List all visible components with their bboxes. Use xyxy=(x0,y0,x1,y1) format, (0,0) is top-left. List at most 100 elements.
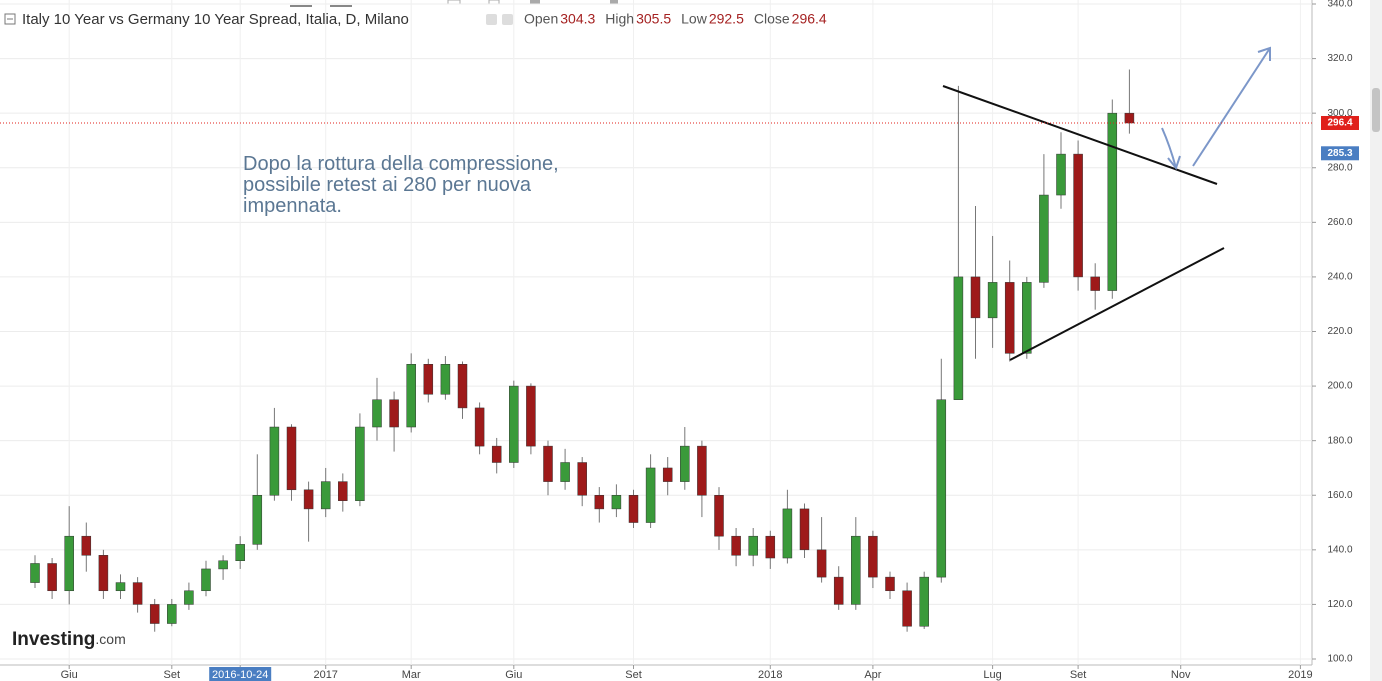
drawings xyxy=(942,46,1271,361)
y-tick-label: 300.0 xyxy=(1327,108,1352,119)
candle-body xyxy=(1022,282,1032,354)
candle-body xyxy=(355,426,365,501)
scrollbar[interactable] xyxy=(1370,0,1382,681)
candle-body xyxy=(423,364,434,395)
ohlc-value: 292.5 xyxy=(709,11,744,27)
y-tick-label: 160.0 xyxy=(1327,490,1352,501)
candle-body xyxy=(953,276,964,400)
logo: Investing.com xyxy=(12,629,126,650)
settings-icon[interactable] xyxy=(502,14,513,25)
candle-body xyxy=(1004,282,1015,354)
candle-body xyxy=(457,364,468,409)
legend-header: Italy 10 Year vs Germany 10 Year Spread,… xyxy=(4,11,827,28)
y-tick-label: 180.0 xyxy=(1327,435,1352,446)
x-tick-label: Giu xyxy=(505,669,522,681)
candle-body xyxy=(816,549,827,578)
candle-body xyxy=(372,399,382,428)
candle-body xyxy=(167,604,177,624)
candle-body xyxy=(235,544,245,561)
candle-body xyxy=(543,445,553,482)
y-tick-label: 140.0 xyxy=(1327,544,1352,555)
arrow xyxy=(1161,127,1177,169)
price-tag-label: 285.3 xyxy=(1327,148,1352,159)
candle-body xyxy=(491,445,502,463)
candle-body xyxy=(868,535,878,578)
candle-body xyxy=(594,495,605,510)
candle-body xyxy=(47,563,57,592)
candle-body xyxy=(970,276,981,319)
y-tick-label: 200.0 xyxy=(1327,381,1352,392)
candle-body xyxy=(440,364,451,395)
y-tick-label: 120.0 xyxy=(1327,599,1352,610)
candle-body xyxy=(320,481,331,510)
candle-body xyxy=(680,445,690,482)
y-tick-label: 100.0 xyxy=(1327,654,1352,665)
candle-body xyxy=(936,399,947,578)
y-tick-label: 240.0 xyxy=(1327,272,1352,283)
candle-body xyxy=(731,535,741,556)
eye-icon[interactable] xyxy=(486,14,497,25)
candle-body xyxy=(509,385,519,463)
candle-body xyxy=(662,467,673,482)
candle-body xyxy=(833,576,844,605)
candle-body xyxy=(98,555,109,592)
candle-body xyxy=(919,576,929,627)
logo-name: Investing xyxy=(12,629,95,650)
x-tick-label: Set xyxy=(164,669,181,681)
trend-line xyxy=(942,85,1218,185)
candle-body xyxy=(218,560,228,570)
y-tick-label: 340.0 xyxy=(1327,0,1352,10)
candle-body xyxy=(611,495,622,510)
chart-title: Italy 10 Year vs Germany 10 Year Spread,… xyxy=(22,11,409,28)
x-tick-label: Giu xyxy=(61,669,78,681)
candle-body xyxy=(132,582,143,605)
candle-body xyxy=(115,582,126,592)
arrow-head xyxy=(1167,155,1181,171)
arrow-head xyxy=(1257,46,1271,61)
toolbar-icon xyxy=(530,0,540,4)
trend-line xyxy=(1009,247,1225,361)
candle-body xyxy=(286,426,297,491)
candle-body xyxy=(81,535,92,556)
candles xyxy=(30,69,1135,632)
candle-body xyxy=(714,495,724,537)
candle-body xyxy=(1073,153,1083,278)
x-tick-label: Lug xyxy=(983,669,1001,681)
candle-body xyxy=(1039,194,1049,283)
price-tag xyxy=(1321,115,1359,130)
x-tick-label: 2017 xyxy=(313,669,337,681)
grid xyxy=(0,0,1312,665)
candle-body xyxy=(577,462,587,496)
toolbar-fragments xyxy=(290,0,618,7)
y-tick-label: 260.0 xyxy=(1327,217,1352,228)
candle-body xyxy=(987,282,998,319)
ohlc-label: Open xyxy=(524,11,558,27)
y-tick-label: 320.0 xyxy=(1327,53,1352,64)
candle-body xyxy=(30,563,40,583)
candle-body xyxy=(1056,153,1066,196)
candle-body xyxy=(748,535,758,556)
ohlc-value: 296.4 xyxy=(792,11,827,27)
ohlc-label: Close xyxy=(754,11,790,27)
collapse-icon[interactable] xyxy=(4,13,16,25)
ohlc-label: High xyxy=(605,11,634,27)
candle-body xyxy=(64,535,74,592)
x-tick-highlight xyxy=(209,667,272,681)
candle-body xyxy=(526,385,536,447)
candle-body xyxy=(184,590,194,605)
candle-body xyxy=(252,495,263,545)
scrollbar-thumb[interactable] xyxy=(1372,88,1380,132)
price-tag-label: 296.4 xyxy=(1327,118,1352,129)
logo-name: Investing.com xyxy=(12,629,126,650)
candle-body xyxy=(201,568,211,592)
y-tick-label: 280.0 xyxy=(1327,162,1352,173)
candle-body xyxy=(765,535,776,559)
x-tick-label: Nov xyxy=(1171,669,1191,681)
ohlc-value: 304.3 xyxy=(560,11,595,27)
price-tag xyxy=(1321,146,1359,161)
candle-body xyxy=(799,508,810,551)
x-tick-label: 2019 xyxy=(1288,669,1312,681)
candle-body xyxy=(851,535,861,605)
